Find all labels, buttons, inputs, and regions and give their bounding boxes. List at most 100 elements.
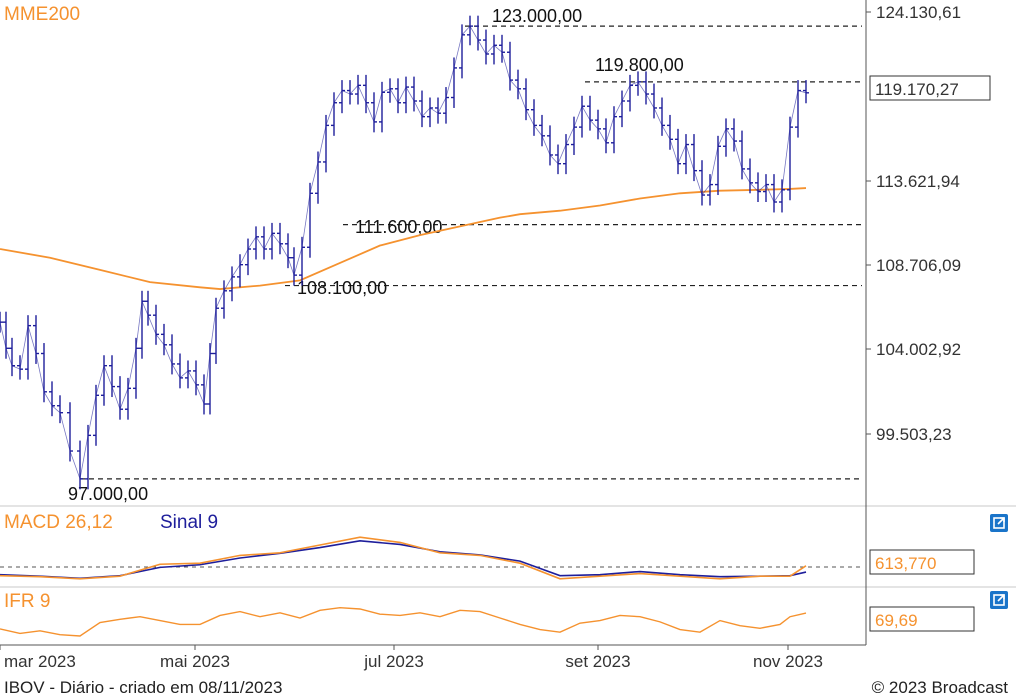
price-bar [363, 74, 369, 114]
price-bar [755, 172, 761, 202]
price-bar [323, 114, 329, 173]
level-label-3: 108.100,00 [297, 278, 387, 298]
price-bar [117, 376, 123, 420]
price-bar [555, 144, 561, 175]
price-bar [451, 57, 457, 108]
price-bar [563, 134, 569, 175]
price-bar [643, 71, 649, 105]
price-bar [603, 118, 609, 154]
price-bar [787, 116, 793, 201]
price-bar [587, 95, 593, 131]
price-y-ticks: 124.130,61 113.621,94 108.706,09 104.002,92… [866, 3, 961, 444]
price-bar [33, 315, 39, 364]
price-bar [229, 266, 235, 302]
price-bar [491, 34, 497, 65]
price-tick-label: 113.621,94 [876, 172, 960, 191]
support-resistance-levels: 123.000,00 119.800,00 111.600,00 108.100,00… [68, 6, 862, 504]
price-bar [169, 334, 175, 375]
signal-line [0, 540, 807, 580]
price-bar [185, 360, 191, 389]
price-bar [635, 71, 641, 96]
external-link-icon[interactable] [990, 514, 1008, 532]
ifr-line [0, 607, 807, 637]
legend-macd: MACD 26,12 [4, 512, 113, 533]
price-bar [611, 106, 617, 154]
price-bar [715, 135, 721, 196]
macd-last-value-box [869, 549, 975, 575]
macd-panel [0, 536, 862, 580]
price-tick-label: 104.002,92 [876, 340, 961, 359]
price-bar [25, 315, 31, 380]
price-bar [339, 80, 345, 114]
price-bar [41, 343, 47, 403]
price-bar [499, 34, 505, 63]
x-tick-label: jul 2023 [363, 652, 424, 671]
price-bar [483, 29, 489, 65]
price-bar [667, 114, 673, 150]
legend-signal: Sinal 9 [160, 512, 218, 533]
price-bar [419, 90, 425, 128]
price-bar [795, 80, 801, 138]
macd-last-value-label: 613,770 [875, 554, 936, 573]
price-bar [619, 90, 625, 128]
price-bar [579, 95, 585, 138]
price-bar [675, 128, 681, 175]
price-bar [67, 402, 73, 462]
price-tick-label: 99.503,23 [876, 425, 952, 444]
price-bar [379, 81, 385, 133]
price-bar [77, 440, 83, 490]
price-bar [595, 109, 601, 140]
price-bar [315, 151, 321, 204]
mme200-series [0, 187, 807, 290]
price-bar [177, 353, 183, 389]
price-bar [371, 92, 377, 133]
price-bar [3, 311, 9, 359]
price-bar [285, 233, 291, 269]
price-bar [0, 311, 3, 333]
legend-ifr: IFR 9 [4, 591, 50, 612]
price-bar [739, 130, 745, 180]
price-bar [109, 355, 115, 398]
legend-mme200: MME200 [4, 4, 80, 25]
price-bar [291, 247, 297, 286]
price-bar [683, 134, 689, 175]
price-bar [531, 99, 537, 136]
level-label-0: 123.000,00 [492, 6, 582, 26]
external-link-icon[interactable] [990, 591, 1008, 609]
price-bar [803, 80, 809, 104]
price-bar [427, 97, 433, 128]
price-bar [515, 69, 521, 100]
x-tick-label: nov 2023 [753, 652, 823, 671]
price-bar [261, 226, 267, 260]
price-bar [443, 87, 449, 124]
price-bar [723, 118, 729, 157]
level-label-1: 119.800,00 [595, 55, 684, 75]
price-bar [747, 158, 753, 194]
price-bar [411, 76, 417, 112]
ifr-panel [0, 607, 807, 637]
price-bar [387, 78, 393, 103]
price-bar [651, 83, 657, 119]
price-bar [403, 76, 409, 114]
footer-right: © 2023 Broadcast [872, 678, 1009, 697]
x-tick-label: mai 2023 [160, 652, 230, 671]
price-tick-label: 108.706,09 [876, 256, 961, 275]
price-bar [395, 78, 401, 114]
price-bar [221, 280, 227, 319]
price-bar [355, 74, 361, 105]
price-bar [201, 374, 207, 415]
price-bar [707, 174, 713, 206]
price-bar [9, 337, 15, 377]
price-close-line [0, 25, 807, 481]
price-bar [507, 41, 513, 91]
price-bar [547, 125, 553, 166]
price-bar [475, 15, 481, 51]
price-bar [691, 134, 697, 182]
price-bar [253, 226, 259, 260]
price-bar [699, 160, 705, 206]
price-bar [237, 254, 243, 288]
price-bars-series [0, 15, 809, 490]
price-bar [49, 381, 55, 417]
price-bar [771, 174, 777, 213]
